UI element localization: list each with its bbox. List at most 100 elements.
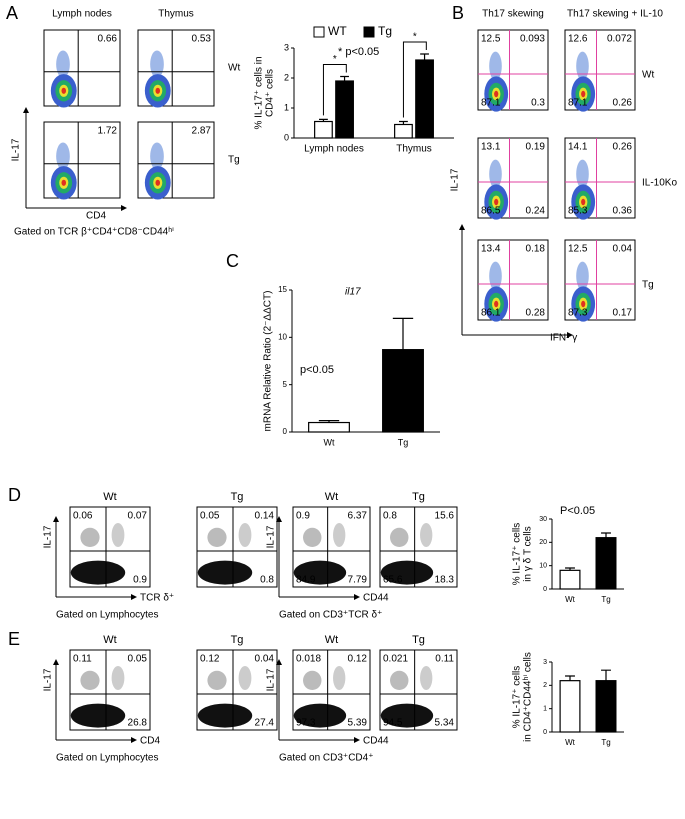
chart-note: P<0.05	[560, 505, 595, 517]
quadrant-value: 0.12	[348, 654, 368, 665]
quadrant-value: 0.07	[128, 511, 148, 522]
quadrant-value: 12.5	[481, 34, 501, 45]
y-axis-label: in γ δ T cells	[523, 526, 534, 581]
quadrant-value: 0.9	[296, 511, 310, 522]
cell-cloud	[56, 142, 70, 170]
error-bar	[565, 567, 575, 571]
quadrant-value: 97.3	[296, 718, 316, 729]
column-header: Wt	[325, 491, 338, 503]
column-header: Th17 skewing	[482, 9, 544, 20]
cell-cloud	[581, 300, 586, 308]
significance-mark: *	[413, 32, 417, 43]
quadrant-value: 87.1	[481, 98, 501, 109]
x-axis-label: TCR δ⁺	[140, 593, 174, 604]
cell-cloud	[576, 261, 589, 291]
quadrant-value: 0.06	[73, 511, 93, 522]
quadrant-value: 18.3	[435, 575, 455, 586]
panel-letter: B	[452, 3, 464, 23]
x-tick-label: Wt	[565, 595, 576, 604]
y-tick-label: 0	[543, 586, 547, 593]
quadrant-value: 85.3	[568, 206, 588, 217]
error-bar	[340, 75, 349, 81]
y-tick-label: 1	[543, 706, 547, 713]
x-tick-label: Wt	[324, 437, 335, 447]
x-tick-label: Tg	[398, 437, 409, 447]
quadrant-value: 0.26	[613, 142, 633, 153]
bar	[335, 80, 354, 139]
y-axis-label: IL-17	[43, 525, 54, 548]
x-axis-label: IFN- γ	[550, 333, 577, 344]
bar	[308, 421, 350, 433]
quadrant-value: 1.72	[98, 126, 118, 137]
quadrant-value: 87.1	[568, 98, 588, 109]
cell-cloud	[197, 703, 253, 728]
gate-label: Gated on CD3⁺TCR δ⁺	[279, 610, 382, 621]
y-axis-label: IL-17	[11, 138, 22, 161]
column-header: Lymph nodes	[52, 9, 112, 20]
quadrant-value: 0.8	[260, 575, 274, 586]
panel-letter: E	[8, 629, 20, 649]
cell-cloud	[390, 527, 409, 548]
quadrant-value: 6.37	[348, 511, 368, 522]
quadrant-value: 65.6	[383, 575, 403, 586]
y-tick-label: 2	[543, 682, 547, 689]
cell-cloud	[155, 87, 161, 94]
quadrant-value: 0.36	[613, 206, 633, 217]
bar	[382, 349, 424, 433]
significance-bracket	[322, 64, 347, 116]
quadrant-value: 94.5	[383, 718, 403, 729]
significance-bracket	[402, 41, 427, 118]
cell-cloud	[303, 527, 322, 548]
y-axis-label: CD4⁺ cells	[265, 69, 276, 117]
quadrant-value: 13.1	[481, 142, 501, 153]
cell-cloud	[56, 50, 70, 78]
y-tick-label: 30	[539, 516, 547, 523]
quadrant-value: 0.8	[383, 511, 397, 522]
quadrant-value: 0.53	[192, 34, 212, 45]
y-tick-label: 0	[543, 729, 547, 736]
cell-cloud	[489, 51, 502, 81]
y-tick-label: 5	[283, 380, 288, 389]
y-axis-label: IL-17	[43, 668, 54, 691]
y-axis-label: IL-17	[266, 668, 277, 691]
quadrant-value: 86.5	[481, 206, 501, 217]
error-bar	[392, 317, 414, 350]
quadrant-value: 0.021	[383, 654, 408, 665]
error-bar	[420, 53, 429, 60]
quadrant-value: 26.8	[128, 718, 148, 729]
row-label: Wt	[642, 70, 654, 81]
cell-cloud	[207, 527, 227, 548]
y-tick-label: 1	[284, 102, 289, 112]
cell-cloud	[111, 666, 125, 690]
quadrant-value: 0.11	[435, 654, 454, 665]
column-header: Wt	[325, 634, 338, 646]
quadrant-value: 15.6	[435, 511, 455, 522]
x-axis-label: CD4	[140, 736, 160, 747]
error-bar	[318, 420, 340, 423]
quadrant-value: 86.1	[481, 308, 501, 319]
y-tick-label: 0	[283, 427, 288, 436]
quadrant-value: 7.79	[348, 575, 368, 586]
legend-swatch	[313, 26, 325, 38]
x-tick-label: Tg	[601, 738, 610, 747]
quadrant-value: 84.9	[296, 575, 316, 586]
error-bar	[601, 532, 611, 538]
cell-cloud	[61, 87, 67, 94]
cell-cloud	[293, 560, 347, 585]
x-tick-label: Thymus	[396, 144, 432, 155]
quadrant-value: 12.6	[568, 34, 588, 45]
x-axis-label: CD44	[363, 736, 389, 747]
y-axis-label: IL-17	[450, 168, 461, 191]
gate-label: Gated on Lymphocytes	[56, 610, 158, 621]
quadrant-value: 0.14	[255, 511, 275, 522]
y-axis-label: mRNA Relative Ratio (2⁻ΔΔCT)	[263, 291, 274, 432]
bar	[595, 680, 617, 733]
column-header: Th17 skewing + IL-10	[567, 9, 663, 20]
column-header: Tg	[412, 491, 425, 503]
y-tick-label: 0	[284, 132, 289, 142]
chart-title: il17	[345, 287, 361, 298]
y-tick-label: 20	[539, 539, 547, 546]
quadrant-value: 0.26	[613, 98, 633, 109]
x-tick-label: Tg	[601, 595, 610, 604]
cell-cloud	[333, 666, 346, 690]
